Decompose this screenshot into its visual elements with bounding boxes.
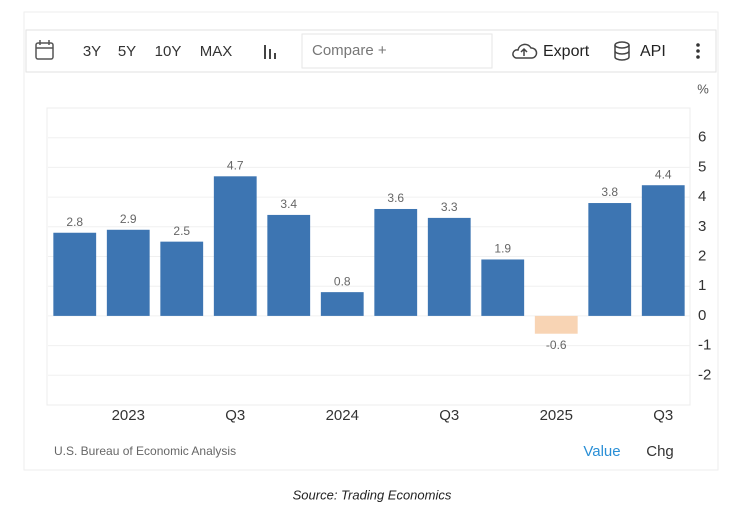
y-tick-label: 5	[698, 158, 706, 175]
y-tick-label: 1	[698, 277, 706, 294]
bar	[106, 229, 150, 316]
range-button[interactable]: 5Y	[118, 43, 136, 60]
x-tick-label: 2025	[540, 407, 573, 424]
bar	[160, 241, 204, 316]
value-label: 1.9	[494, 242, 511, 256]
y-tick-label: 2	[698, 247, 706, 264]
value-label: 4.7	[227, 158, 244, 172]
range-button[interactable]: MAX	[200, 43, 233, 60]
bar	[481, 259, 525, 316]
y-tick-label: 3	[698, 218, 706, 235]
value-label: -0.6	[546, 338, 567, 352]
x-tick-label: 2023	[112, 407, 145, 424]
source: U.S. Bureau of Economic Analysis	[54, 444, 236, 458]
y-tick-label: 4	[698, 188, 706, 205]
caption: Source: Trading Economics	[293, 487, 452, 502]
x-tick-label: Q3	[439, 407, 459, 424]
chg-toggle[interactable]: Chg	[646, 443, 674, 460]
value-label: 3.6	[387, 191, 404, 205]
y-tick-label: -1	[698, 337, 711, 354]
value-label: 2.8	[66, 215, 83, 229]
y-tick-label: 0	[698, 307, 706, 324]
x-tick-label: Q3	[225, 407, 245, 424]
bar	[213, 176, 257, 316]
y-tick-label: -2	[698, 366, 711, 383]
bar	[641, 185, 685, 316]
bar	[320, 292, 364, 316]
x-tick-label: Q3	[653, 407, 673, 424]
bar	[267, 214, 311, 316]
value-label: 4.4	[655, 167, 672, 181]
range-button[interactable]: 3Y	[83, 43, 101, 60]
y-unit: %	[697, 81, 709, 96]
bar	[53, 232, 97, 316]
chart-type-icon[interactable]	[264, 45, 276, 59]
range-button[interactable]: 10Y	[155, 43, 182, 60]
value-label: 2.5	[173, 224, 190, 238]
api-icon[interactable]	[614, 41, 630, 61]
export-button[interactable]: Export	[543, 43, 590, 60]
bar	[534, 315, 578, 334]
calendar-icon[interactable]	[35, 40, 54, 60]
compare-placeholder: Compare +	[312, 42, 387, 59]
value-label: 3.8	[601, 185, 618, 199]
value-label: 0.8	[334, 274, 351, 288]
x-tick-label: 2024	[326, 407, 359, 424]
bar	[588, 203, 632, 316]
api-button[interactable]: API	[640, 43, 666, 60]
export-icon[interactable]	[512, 43, 538, 59]
menu-icon[interactable]	[696, 43, 700, 59]
compare-input[interactable]	[301, 33, 493, 69]
value-label: 3.4	[280, 197, 297, 211]
value-label: 3.3	[441, 200, 458, 214]
y-tick-label: 6	[698, 129, 706, 146]
value-label: 2.9	[120, 212, 137, 226]
value-toggle[interactable]: Value	[583, 443, 620, 460]
bar	[427, 217, 471, 316]
bar	[374, 208, 418, 316]
